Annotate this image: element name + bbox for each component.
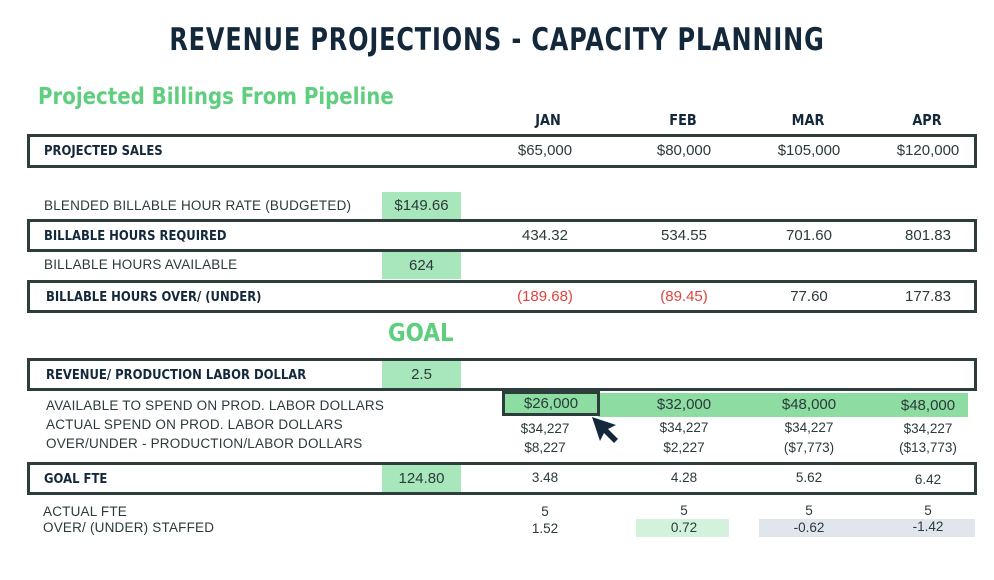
hours-over-under-jan[interactable]: (189.68) <box>517 288 573 305</box>
actual-spend-apr[interactable]: $34,227 <box>903 421 953 436</box>
hours-over-under-mar[interactable]: 77.60 <box>790 288 828 305</box>
over-under-staffed-label: OVER/ (UNDER) STAFFED <box>43 520 215 535</box>
hours-over-under-apr[interactable]: 177.83 <box>905 288 951 305</box>
blended-rate-label: BLENDED BILLABLE HOUR RATE (BUDGETED) <box>44 198 352 213</box>
hours-available-label: BILLABLE HOURS AVAILABLE <box>44 257 238 272</box>
actual-fte-jan[interactable]: 5 <box>541 504 549 519</box>
goal-fte-feb[interactable]: 4.28 <box>670 470 698 485</box>
projected-sales-label: PROJECTED SALES <box>44 143 163 159</box>
hours-required-label: BILLABLE HOURS REQUIRED <box>44 228 227 244</box>
labor-over-under-label: OVER/UNDER - PRODUCTION/LABOR DOLLARS <box>46 436 363 451</box>
staffed-mar-apr-highlight <box>759 519 975 537</box>
revenue-per-labor-label: REVENUE/ PRODUCTION LABOR DOLLAR <box>46 367 307 383</box>
goal-fte-mar[interactable]: 5.62 <box>795 470 823 485</box>
actual-fte-apr[interactable]: 5 <box>924 503 932 518</box>
projected-sales-jan[interactable]: $65,000 <box>517 142 573 159</box>
staffed-feb-highlight <box>636 519 729 537</box>
mouse-cursor-icon <box>592 417 618 443</box>
labor-over-under-apr[interactable]: ($13,773) <box>899 440 957 455</box>
labor-over-under-feb[interactable]: $2,227 <box>663 440 705 455</box>
actual-spend-mar[interactable]: $34,227 <box>784 420 834 435</box>
labor-over-under-jan[interactable]: $8,227 <box>524 440 566 455</box>
blended-rate-input[interactable]: $149.66 <box>382 192 461 219</box>
labor-over-under-mar[interactable]: ($7,773) <box>783 440 835 455</box>
hours-over-under-row <box>27 280 977 313</box>
projected-sales-apr[interactable]: $120,000 <box>896 142 960 159</box>
month-header-jan: JAN <box>535 111 561 129</box>
goal-fte-label: GOAL FTE <box>44 471 108 487</box>
available-to-spend-band <box>598 393 968 417</box>
goal-fte-row <box>27 462 977 495</box>
projected-sales-mar[interactable]: $105,000 <box>777 142 841 159</box>
month-header-mar: MAR <box>791 111 825 129</box>
hours-available-input[interactable]: 624 <box>382 252 461 279</box>
hours-over-under-feb[interactable]: (89.45) <box>660 288 708 305</box>
actual-fte-label: ACTUAL FTE <box>43 504 128 519</box>
available-to-spend-feb[interactable]: $32,000 <box>656 396 712 413</box>
actual-spend-label: ACTUAL SPEND ON PROD. LABOR DOLLARS <box>46 417 343 432</box>
month-header-apr: APR <box>912 111 942 129</box>
hours-required-jan[interactable]: 434.32 <box>522 227 568 244</box>
projected-sales-row <box>27 134 977 168</box>
page-title: REVENUE PROJECTIONS - CAPACITY PLANNING <box>169 22 825 58</box>
hours-required-apr[interactable]: 801.83 <box>905 227 951 244</box>
goal-fte-jan[interactable]: 3.48 <box>531 470 559 485</box>
section-subtitle: Projected Billings From Pipeline <box>38 84 394 110</box>
over-under-staffed-apr[interactable]: -1.42 <box>912 519 944 534</box>
available-to-spend-apr[interactable]: $48,000 <box>900 397 956 414</box>
goal-heading: GOAL <box>388 318 454 347</box>
revenue-per-labor-row <box>27 358 977 391</box>
over-under-staffed-mar[interactable]: -0.62 <box>793 520 825 535</box>
actual-spend-feb[interactable]: $34,227 <box>659 420 709 435</box>
actual-fte-feb[interactable]: 5 <box>680 503 688 518</box>
month-header-feb: FEB <box>669 111 697 129</box>
actual-fte-mar[interactable]: 5 <box>805 503 813 518</box>
available-to-spend-mar[interactable]: $48,000 <box>781 396 837 413</box>
over-under-staffed-feb[interactable]: 0.72 <box>670 520 698 535</box>
available-to-spend-jan-selected-cell[interactable]: $26,000 <box>502 391 600 416</box>
projected-sales-feb[interactable]: $80,000 <box>656 142 712 159</box>
hours-over-under-label: BILLABLE HOURS OVER/ (UNDER) <box>46 289 262 305</box>
hours-required-row <box>27 219 977 252</box>
goal-fte-apr[interactable]: 6.42 <box>914 472 942 487</box>
hours-required-mar[interactable]: 701.60 <box>786 227 832 244</box>
actual-spend-jan[interactable]: $34,227 <box>520 421 570 436</box>
hours-required-feb[interactable]: 534.55 <box>661 227 707 244</box>
revenue-per-labor-input[interactable]: 2.5 <box>382 361 461 388</box>
available-to-spend-label: AVAILABLE TO SPEND ON PROD. LABOR DOLLAR… <box>46 398 385 413</box>
over-under-staffed-jan[interactable]: 1.52 <box>531 521 559 536</box>
goal-fte-input[interactable]: 124.80 <box>382 465 461 492</box>
